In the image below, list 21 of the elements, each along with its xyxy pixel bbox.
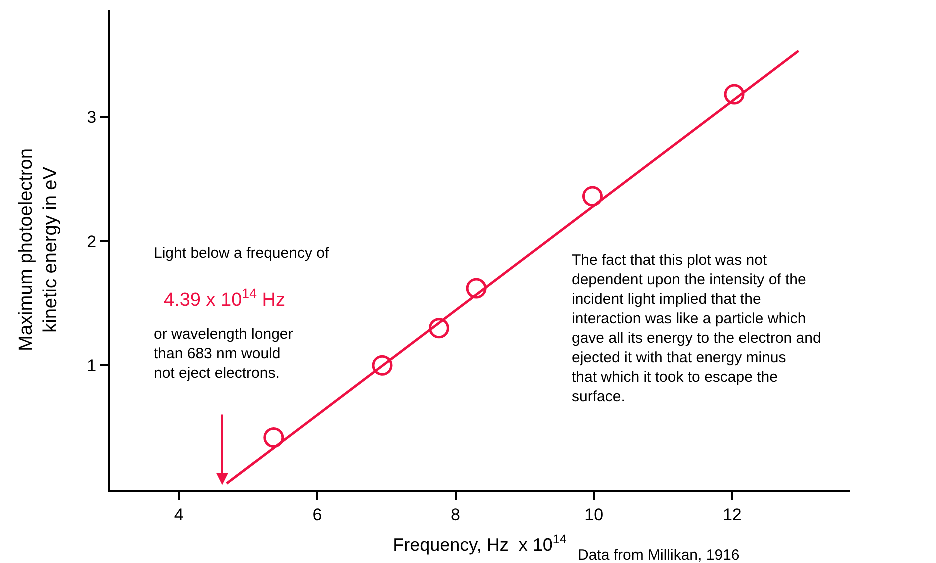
x-tick-label: 12: [722, 505, 742, 524]
x-tick-label: 8: [451, 505, 461, 524]
text: Data from Millikan, 1916: [578, 547, 740, 563]
point: [466, 278, 487, 299]
point: [724, 84, 745, 105]
annotation: 4.39 x 10$^{14}$ Hz: [164, 286, 286, 311]
annotation: Light below a frequency of: [154, 245, 330, 262]
x-axis-title: Frequency, Hz x 10$^{14}$: [393, 532, 567, 555]
y-tick-label: 3: [87, 108, 97, 127]
point: [372, 355, 393, 376]
point: [264, 428, 284, 448]
y-tick-label: 1: [87, 356, 97, 376]
x-tick-label: 10: [584, 505, 604, 524]
y-axis-title: Maximum photoelectron kinetic energy in eV: [16, 148, 62, 352]
x-tick-label: 6: [312, 505, 322, 524]
x-tick-label: 4: [174, 505, 184, 524]
annotation: The fact that this plot was not dependent upon the intensity of the incident light implied that the interaction was like a particle which gave all its energy to the electron and ejected it with that energy minus that which it took to escape the surface.: [572, 252, 822, 406]
y-tick-label: 2: [87, 232, 97, 252]
point: [582, 186, 603, 207]
annotation: or wavelength longer than 683 nm would not eject electrons.: [154, 326, 294, 382]
point: [428, 318, 450, 339]
